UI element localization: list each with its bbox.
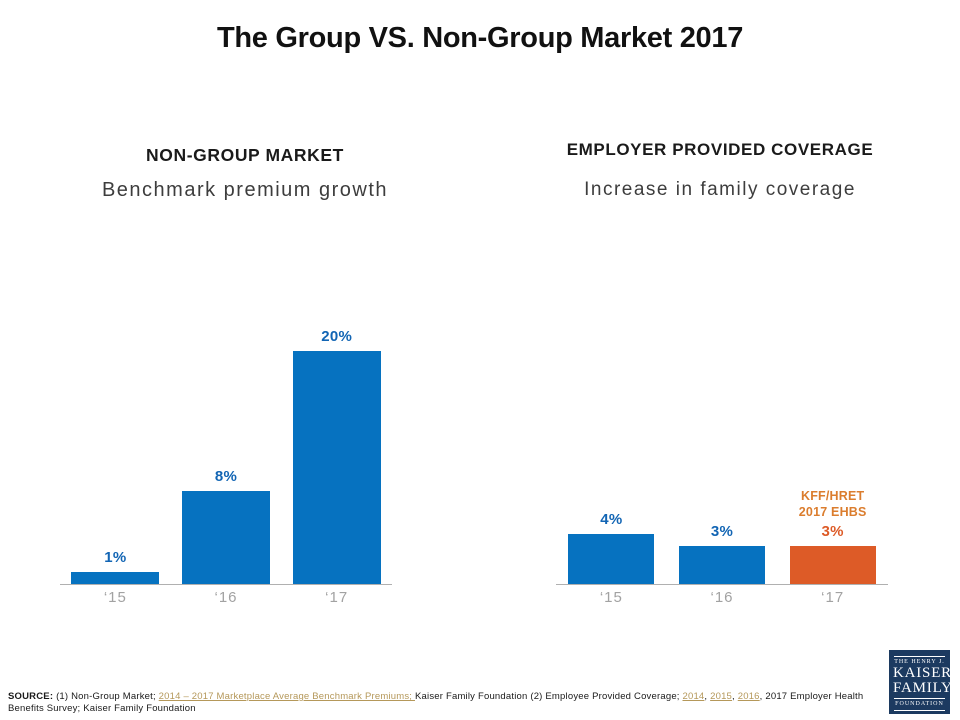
bar-group-16: 8% ‘16 (171, 339, 282, 606)
kff-logo: THE HENRY J. KAISER FAMILY FOUNDATION (889, 650, 953, 714)
right-chart-heading: EMPLOYER PROVIDED COVERAGE (566, 140, 874, 159)
x-axis-tick-label: ‘17 (821, 589, 845, 606)
bar (182, 491, 270, 584)
x-axis-tick-label: ‘17 (325, 589, 349, 606)
right-panel-header: EMPLOYER PROVIDED COVERAGE Increase in f… (510, 140, 930, 201)
x-axis-tick-label: ‘16 (214, 589, 238, 606)
right-chart-subheading: Increase in family coverage (584, 179, 856, 200)
value-label: 20% (321, 328, 353, 345)
annotation-line: 2017 EHBS (798, 505, 867, 519)
left-chart-subheading: Benchmark premium growth (101, 179, 389, 201)
x-axis-tick-label: ‘15 (103, 589, 127, 606)
bar (292, 351, 381, 584)
employer-provided-coverage-bar-chart: 4% ‘15 3% ‘16 3% KFF/HRET 2017 EHBS ‘17 (556, 434, 888, 606)
logo-rule (894, 656, 945, 657)
logo-rule (894, 710, 945, 711)
source-text: SOURCE: (8, 691, 57, 702)
value-label: 1% (104, 549, 127, 566)
value-label: 4% (600, 511, 623, 528)
non-group-market-bar-chart: 1% ‘15 8% ‘16 20% ‘17 (60, 328, 392, 606)
bar (679, 546, 765, 584)
source-link[interactable]: 2014 – 2017 Marketplace Average Benchmar… (158, 691, 415, 702)
source-text: , (704, 691, 711, 702)
bar-group-17: 20% ‘17 (281, 328, 392, 606)
value-label: 3% (821, 523, 844, 540)
bar-group-15: 4% ‘15 (556, 434, 667, 606)
value-label: 8% (214, 468, 238, 485)
source-text: , 2017 Employer Health Benefits Survey; … (8, 691, 864, 714)
logo-line-henry: THE HENRY J. (894, 659, 945, 665)
logo-line-foundation: FOUNDATION (895, 701, 944, 707)
source-text: Kaiser Family Foundation (2) Employee Pr… (414, 691, 683, 702)
slide-title: The Group VS. Non-Group Market 2017 (216, 22, 744, 54)
logo-rule (894, 698, 945, 699)
x-axis-tick-label: ‘15 (599, 589, 623, 606)
left-panel-header: NON-GROUP MARKET Benchmark premium growt… (40, 145, 450, 202)
source-text: (1) Non-Group Market; (56, 691, 159, 702)
bar-annotation: KFF/HRET 2017 EHBS (777, 488, 888, 520)
value-label: 3% (710, 523, 734, 540)
logo-line-family: FAMILY (893, 680, 953, 696)
source-link[interactable]: 2015 (710, 691, 733, 702)
bar-group-15: 1% ‘15 (60, 339, 171, 606)
bar (71, 572, 160, 584)
bar-group-16: 3% ‘16 (667, 434, 778, 606)
source-note: SOURCE: (1) Non-Group Market; 2014 – 201… (8, 691, 880, 714)
source-link[interactable]: 2016 (737, 691, 760, 702)
bar-group-17: 3% KFF/HRET 2017 EHBS ‘17 (777, 434, 888, 606)
annotation-line: KFF/HRET (800, 489, 865, 503)
source-link[interactable]: 2014 (682, 691, 705, 702)
logo-line-kaiser: KAISER (893, 665, 952, 681)
bar (568, 534, 655, 584)
bar (789, 546, 876, 584)
x-axis-tick-label: ‘16 (710, 589, 734, 606)
source-text: , (732, 691, 738, 702)
left-chart-heading: NON-GROUP MARKET (146, 145, 344, 165)
